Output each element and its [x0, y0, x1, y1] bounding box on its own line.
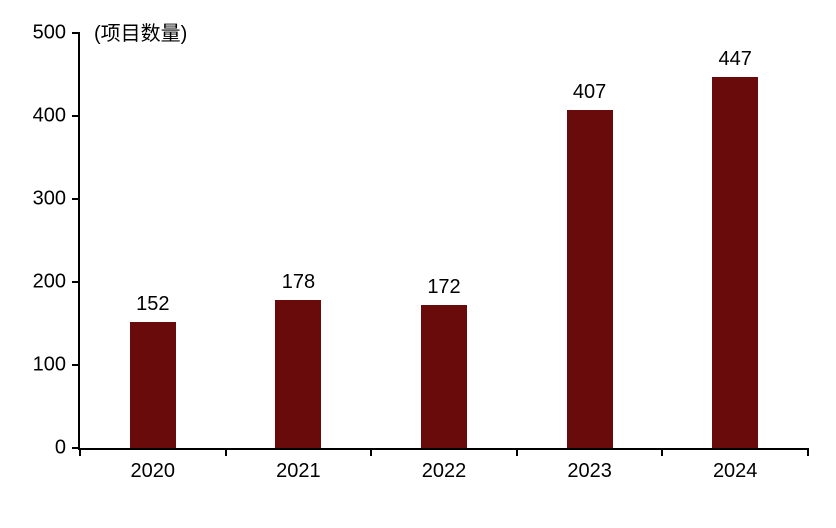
y-axis-tick-label: 300: [32, 187, 66, 210]
x-axis-category-label: 2021: [276, 460, 321, 482]
y-axis-tick-label: 500: [32, 21, 66, 44]
y-axis-tick-label: 100: [32, 353, 66, 376]
x-axis-category-label: 2024: [712, 460, 758, 482]
x-axis-category-label: 2022: [421, 460, 467, 482]
bar-value-label: 407: [572, 81, 607, 104]
bar-2023: [566, 110, 613, 448]
x-axis-tick: [807, 448, 809, 456]
bar-2020: [129, 321, 176, 448]
y-axis-tick: [72, 198, 80, 200]
y-axis-tick: [72, 447, 80, 449]
bar-value-label: 172: [427, 276, 461, 299]
y-axis-tick: [72, 364, 80, 366]
bar-value-label: 152: [136, 292, 170, 315]
plot-area: (项目数量) 0 100 200 300 400 500 152 2020 178 2021 172…: [33, 22, 809, 482]
x-axis-tick: [224, 448, 227, 456]
y-axis-tick: [72, 32, 80, 34]
x-axis-tick: [661, 448, 664, 456]
bar-2021: [275, 300, 322, 448]
x-axis-tick: [515, 448, 518, 456]
y-axis-tick-label: 0: [54, 436, 66, 459]
bar-2024: [712, 77, 759, 448]
chart-title: (项目数量): [94, 23, 188, 46]
bar-2022: [421, 305, 467, 448]
bar-value-label: 447: [718, 47, 752, 70]
x-axis-category-label: 2023: [567, 460, 612, 482]
bar-value-label: 178: [281, 271, 316, 294]
x-axis-tick: [370, 448, 373, 456]
y-axis-tick-label: 400: [32, 104, 66, 127]
x-axis-tick: [79, 448, 81, 456]
y-axis-tick: [72, 115, 80, 117]
y-axis-tick: [72, 281, 80, 283]
x-axis-category-label: 2020: [130, 460, 176, 482]
y-axis-tick-label: 200: [32, 270, 66, 293]
